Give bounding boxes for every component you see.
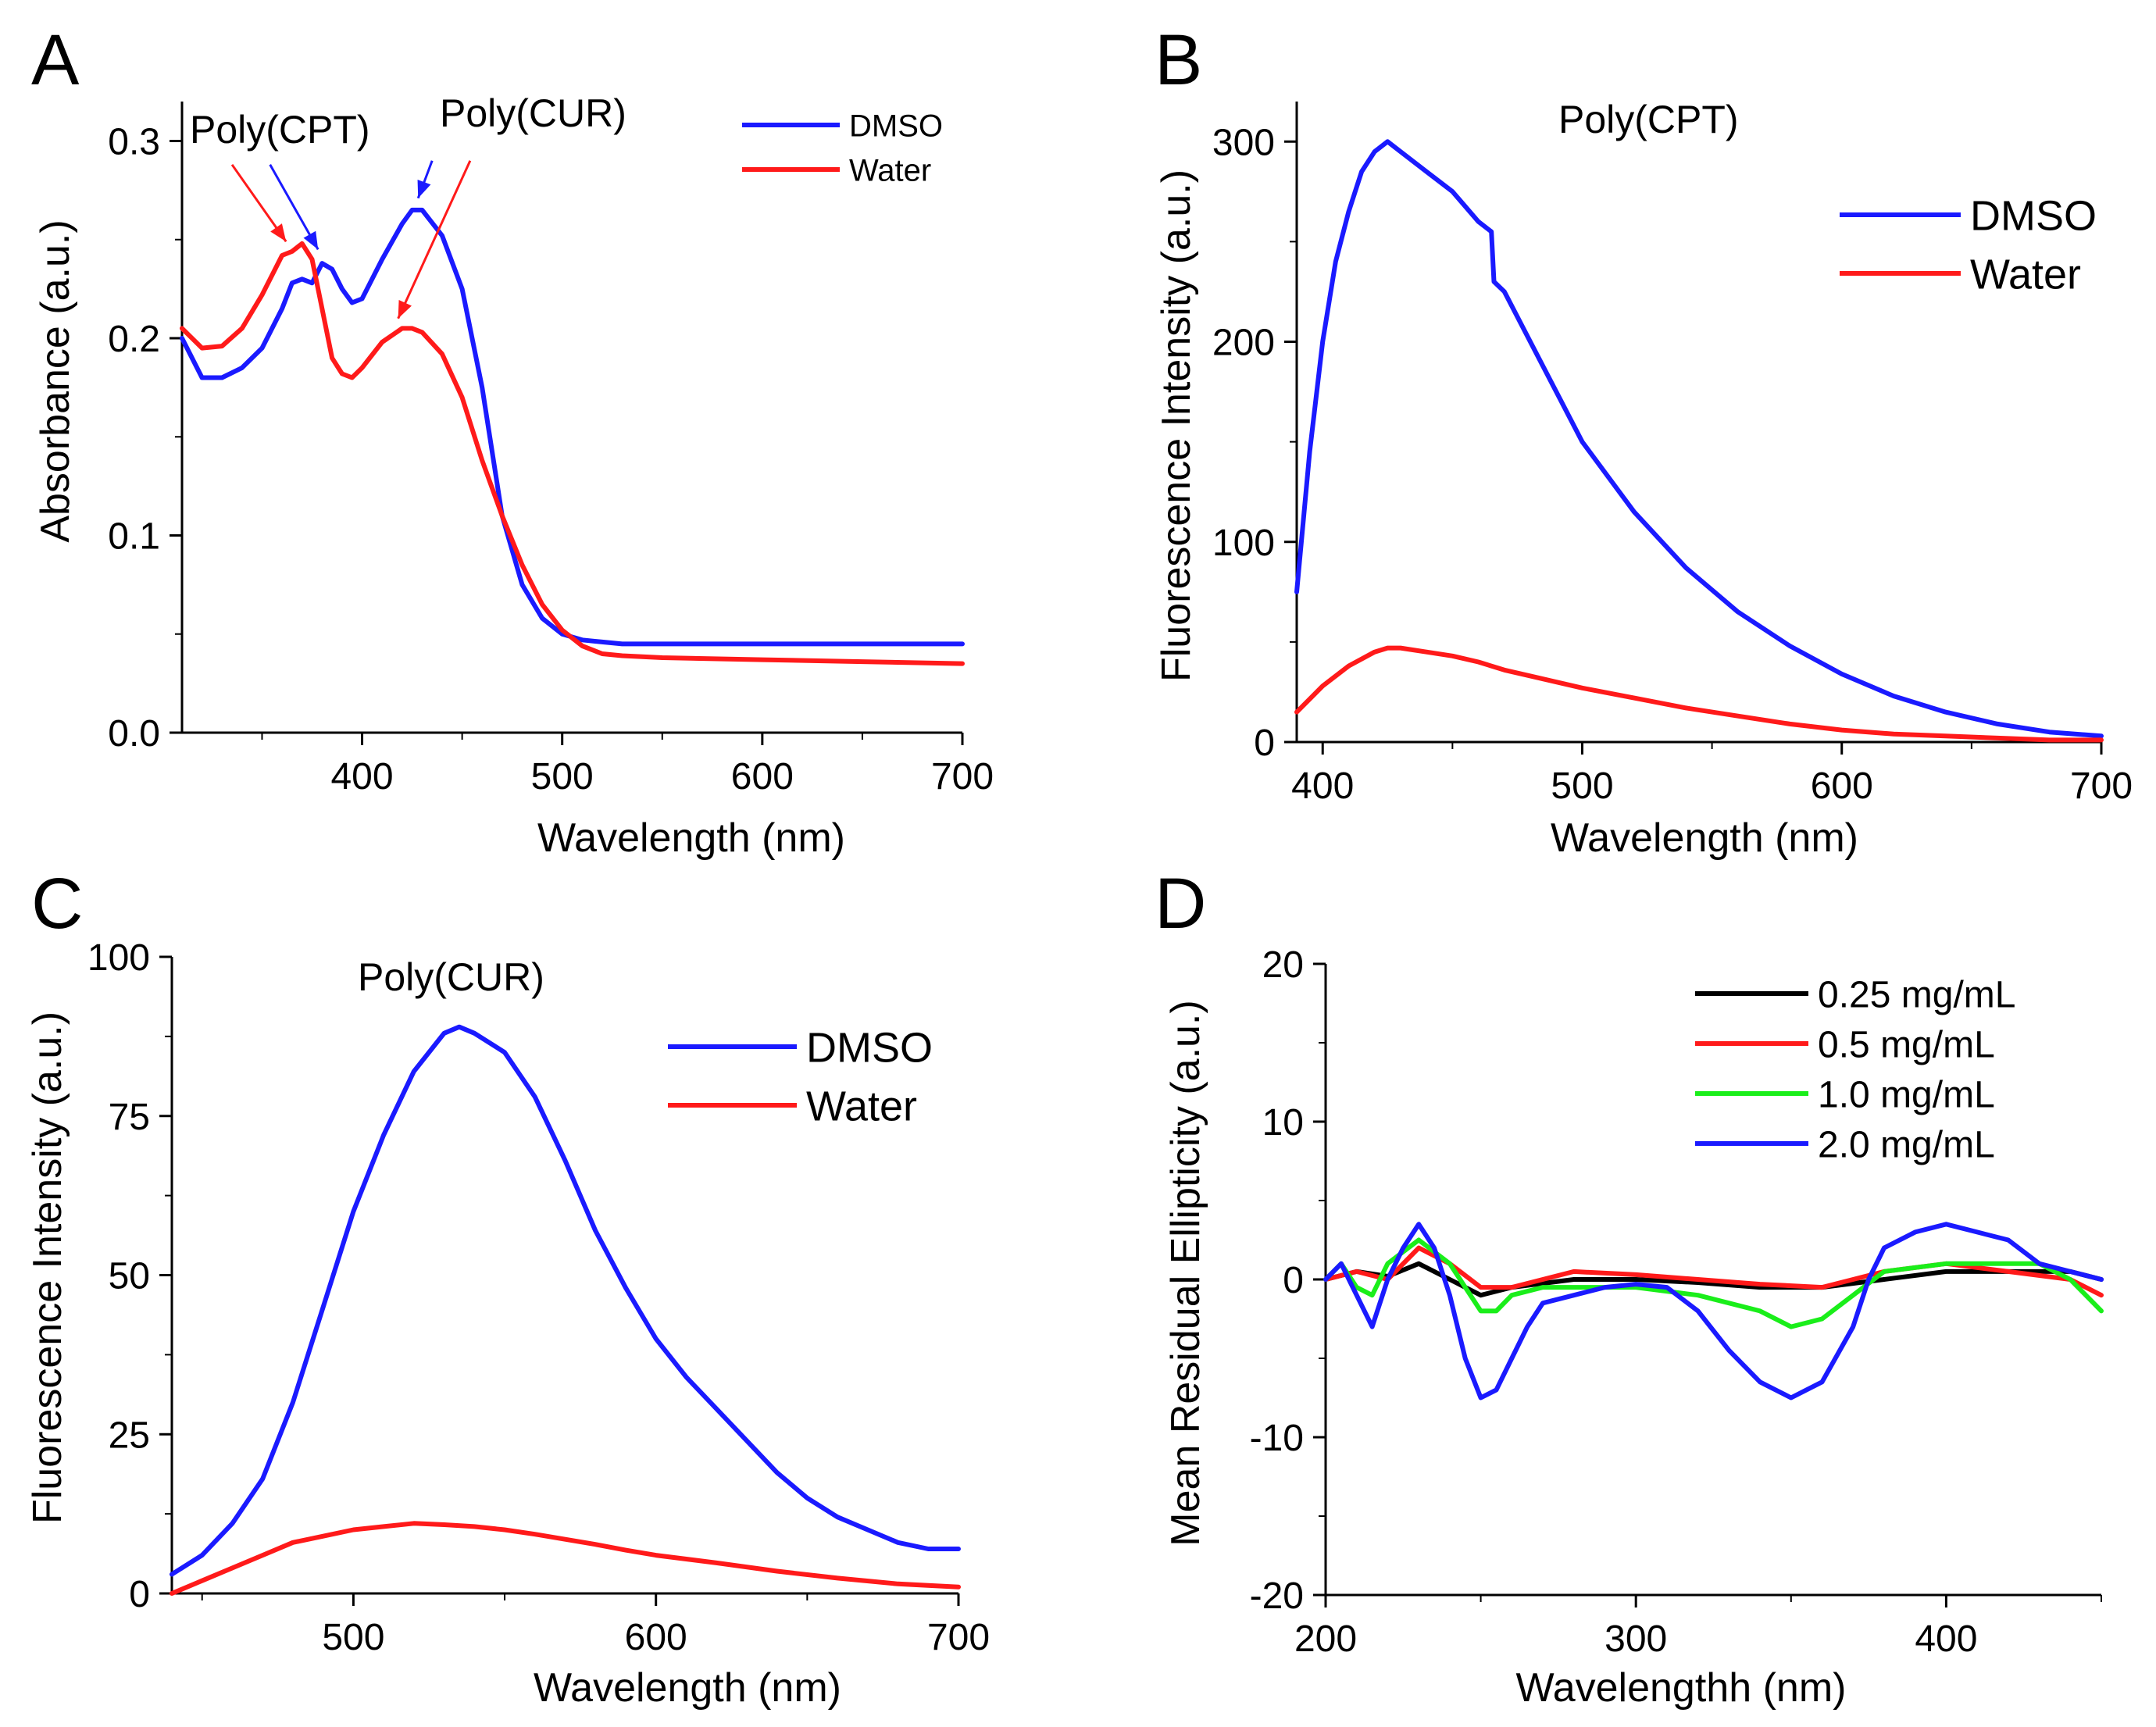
- panel-c-y-label: Fluorescence Intensity (a.u.): [25, 1012, 70, 1524]
- panel-b-legend: DMSO Water: [1840, 192, 2097, 298]
- panel-c-legend: DMSO Water: [668, 1024, 933, 1129]
- panel-a-y-tick-label: 0.3: [108, 122, 160, 163]
- annotation-arrow: [397, 160, 472, 319]
- panel-d-x-tick-label: 300: [1605, 1618, 1667, 1660]
- annotation-arrowhead: [398, 299, 412, 319]
- panel-b-x-tick-label: 600: [1811, 765, 1873, 807]
- panel-c-series-line-2: [170, 1521, 961, 1596]
- panel-a-y-label: Absorbance (a.u.): [33, 219, 78, 542]
- annotation-arrowhead: [303, 230, 319, 250]
- panel-b-series-line-1: [1294, 139, 2104, 739]
- panel-c-y-tick-label: 25: [109, 1415, 150, 1456]
- panel-d-series-line-4: [1323, 1222, 2104, 1401]
- panel-b-y-tick-label: 0: [1254, 723, 1275, 764]
- panel-c-y-tick-label: 100: [87, 937, 150, 979]
- panel-a-legend-label: Water: [849, 153, 931, 187]
- panel-b-y-tick-label: 100: [1212, 523, 1275, 564]
- panel-a-y-tick-label: 0.0: [108, 713, 160, 755]
- panel-c-y-tick-label: 0: [129, 1574, 150, 1615]
- panel-b-y-tick-label: 200: [1212, 323, 1275, 364]
- panel-d-y-tick-label: 20: [1262, 944, 1304, 986]
- panel-b: B 400 500 600 700 0 100 200 300 Poly(CPT) DMSO W…: [1154, 20, 2133, 861]
- panel-d-y-label: Mean Residual Ellipticity (a.u.): [1163, 1000, 1208, 1546]
- panel-d-legend: 0.25 mg/mL 0.5 mg/mL 1.0 mg/mL 2.0 mg/mL: [1695, 974, 2015, 1165]
- panel-d-legend-label: 0.25 mg/mL: [1818, 974, 2015, 1015]
- panel-c: C 500 600 700 0 25 50 75 100 Poly(CUR) DMSO Wate…: [25, 864, 990, 1711]
- panel-a-x-tick-label: 700: [931, 756, 994, 797]
- panel-b-letter: B: [1155, 20, 1202, 100]
- panel-a-annotation-cpt: Poly(CPT): [190, 108, 370, 152]
- panel-b-x-label: Wavelength (nm): [1551, 815, 1858, 861]
- panel-d-letter: D: [1155, 864, 1206, 944]
- panel-c-x-tick-label: 600: [625, 1617, 687, 1658]
- panel-a-series-line-1: [180, 207, 965, 647]
- panel-a-legend: DMSO Water: [742, 109, 943, 187]
- panel-d-axes: 200 300 400 -20 -10 0 10 20: [1250, 944, 2102, 1660]
- panel-b-y-tick-label: 300: [1212, 122, 1275, 163]
- panel-b-x-tick-label: 500: [1551, 765, 1613, 807]
- panel-b-x-tick-label: 700: [2070, 765, 2133, 807]
- panel-a-legend-label: DMSO: [849, 109, 943, 143]
- panel-c-y-tick-label: 50: [109, 1256, 150, 1297]
- panel-d-legend-label: 2.0 mg/mL: [1818, 1124, 1995, 1165]
- panel-a-annotation-cur: Poly(CUR): [440, 91, 626, 135]
- panel-a-x-tick-label: 500: [531, 756, 594, 797]
- panel-c-letter: C: [31, 864, 83, 944]
- panel-c-title: Poly(CUR): [358, 955, 544, 999]
- annotation-arrowhead: [417, 179, 431, 198]
- panel-a-series: [180, 207, 965, 666]
- panel-a-letter: A: [31, 20, 80, 100]
- panel-c-axes: 500 600 700 0 25 50 75 100: [87, 937, 990, 1658]
- panel-b-series: [1294, 139, 2104, 743]
- panel-c-legend-label: Water: [806, 1083, 917, 1129]
- panel-a-series-line-2: [180, 241, 965, 666]
- annotation-arrowhead: [270, 223, 287, 242]
- panel-a-y-tick-label: 0.1: [108, 516, 160, 558]
- panel-d-series-line-1: [1323, 1261, 2104, 1298]
- panel-c-x-tick-label: 500: [322, 1617, 384, 1658]
- panel-d-y-tick-label: 0: [1283, 1260, 1304, 1301]
- panel-d-y-tick-label: -10: [1250, 1418, 1304, 1459]
- panel-a-x-tick-label: 600: [731, 756, 794, 797]
- panel-d-series: [1323, 1222, 2104, 1401]
- panel-a-x-tick-label: 400: [330, 756, 393, 797]
- panel-a: A 400 500 600 700 0.0 0.1 0.2 0.3 Poly(CPT) Pol…: [31, 20, 994, 861]
- panel-c-series-line-1: [170, 1024, 961, 1577]
- panel-b-series-line-2: [1294, 645, 2104, 743]
- panel-d-x-tick-label: 400: [1915, 1618, 1977, 1660]
- panel-d-x-label: Wavelengthh (nm): [1516, 1665, 1847, 1711]
- panel-a-y-tick-label: 0.2: [108, 319, 160, 360]
- panel-b-legend-label: DMSO: [1970, 192, 2097, 239]
- panel-d-x-tick-label: 200: [1294, 1618, 1357, 1660]
- panel-b-axes: 400 500 600 700 0 100 200 300: [1212, 102, 2133, 807]
- panel-c-legend-label: DMSO: [806, 1024, 933, 1071]
- panel-d-y-tick-label: -20: [1250, 1575, 1304, 1617]
- panel-c-x-label: Wavelength (nm): [534, 1665, 841, 1711]
- panel-d-series-line-2: [1323, 1245, 2104, 1298]
- panel-a-annotation-arrows: [230, 160, 472, 319]
- panel-d-legend-label: 1.0 mg/mL: [1818, 1074, 1995, 1115]
- panel-b-title: Poly(CPT): [1558, 98, 1739, 141]
- panel-c-series: [170, 1024, 961, 1596]
- panel-b-x-tick-label: 400: [1291, 765, 1354, 807]
- panel-d: D 200 300 400 -20 -10 0 10 20 0.25 mg/mL 0.5 mg/…: [1155, 864, 2104, 1711]
- panel-a-x-label: Wavelength (nm): [537, 815, 845, 861]
- panel-a-axes: 400 500 600 700 0.0 0.1 0.2 0.3: [108, 102, 994, 797]
- panel-d-legend-label: 0.5 mg/mL: [1818, 1024, 1995, 1065]
- panel-b-legend-label: Water: [1970, 251, 2081, 298]
- panel-d-y-tick-label: 10: [1262, 1102, 1304, 1144]
- panel-c-y-tick-label: 75: [109, 1097, 150, 1138]
- panel-b-y-label: Fluorescence Intensity (a.u.): [1154, 169, 1199, 682]
- panel-c-x-tick-label: 700: [927, 1617, 990, 1658]
